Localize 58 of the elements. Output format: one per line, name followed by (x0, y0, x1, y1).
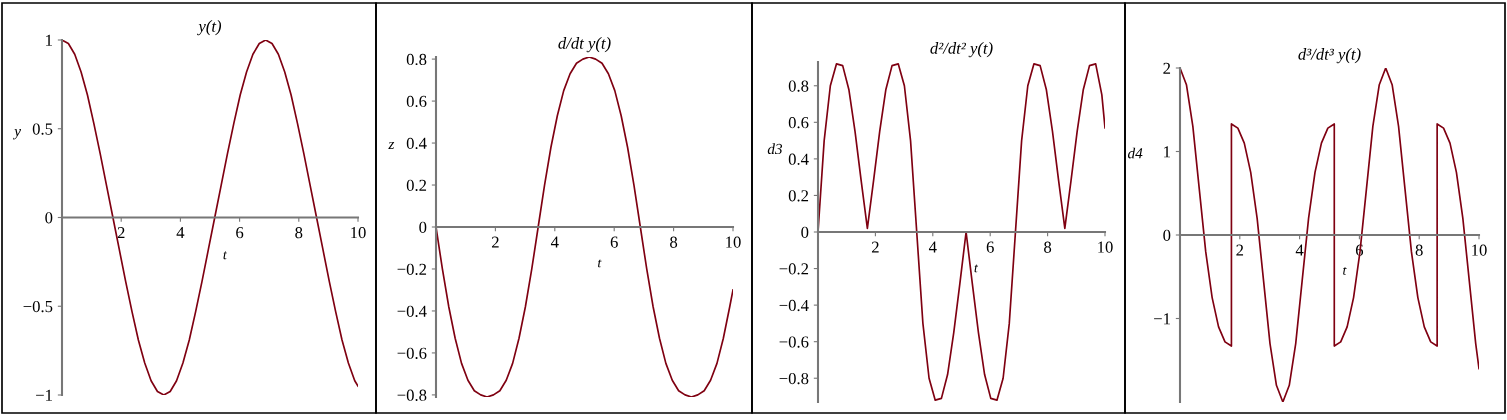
y-tick-label: −0.2 (779, 263, 809, 275)
y-tick-label: 0 (801, 226, 809, 238)
x-tick-label: 4 (176, 227, 185, 239)
x-tick-label: 6 (236, 227, 244, 239)
y-tick-label: 0.6 (788, 117, 809, 129)
x-tick-label: 10 (726, 236, 741, 248)
x-tick-label: 10 (1098, 241, 1113, 253)
x-tick-label: 2 (117, 227, 125, 239)
chart-title: d²/dt² y(t) (930, 42, 993, 58)
x-tick-label: 4 (550, 236, 559, 248)
y-tick-label: 1 (1164, 146, 1170, 158)
y-tick-label: 0 (419, 221, 427, 233)
x-tick-label: 4 (1295, 244, 1304, 256)
x-axis-title: t (1343, 266, 1347, 275)
x-tick-label: 6 (986, 241, 994, 253)
x-axis-title: t (223, 251, 228, 260)
y-tick-label: 1 (46, 34, 52, 46)
x-tick-label: 10 (351, 227, 366, 239)
x-tick-label: 2 (1236, 244, 1244, 256)
y-tick-label: 0.4 (788, 153, 809, 165)
y-tick-label: −0.2 (397, 263, 427, 275)
chart-title: y(t) (197, 20, 222, 36)
y-tick-label: 0 (45, 212, 53, 224)
y-tick-label: 0.6 (406, 95, 427, 108)
x-tick-label: 6 (610, 236, 618, 248)
x-tick-label: 10 (1472, 244, 1487, 256)
x-tick-label: 2 (871, 241, 879, 253)
chart-title: d/dt y(t) (558, 37, 611, 53)
x-axis-title: t (974, 264, 979, 273)
y-tick-label: −1 (36, 389, 52, 401)
y-tick-label: 0.8 (788, 80, 809, 92)
y-tick-label: 0.4 (406, 137, 427, 150)
y-tick-label: 0.8 (406, 53, 427, 66)
y-tick-label: −0.8 (779, 372, 809, 385)
y-tick-label: 0.5 (32, 123, 53, 135)
x-tick-label: 8 (1044, 241, 1052, 253)
y-axis-title: z (388, 141, 395, 149)
x-tick-label: 8 (1415, 244, 1423, 256)
y-tick-label: −0.6 (397, 347, 427, 359)
y-tick-label: −1 (1154, 313, 1170, 325)
y-tick-label: −0.8 (397, 389, 427, 401)
y-tick-label: −0.4 (397, 305, 427, 317)
x-tick-label: 4 (928, 241, 937, 253)
y-tick-label: 0 (1163, 229, 1171, 241)
x-tick-label: 8 (670, 236, 678, 248)
x-axis-title: t (598, 259, 602, 268)
chart-title: d³/dt³ y(t) (1298, 48, 1361, 64)
y-tick-label: −0.6 (779, 336, 809, 348)
x-tick-label: 8 (295, 227, 303, 239)
y-axis-title: y (12, 129, 21, 140)
y-tick-label: 0.2 (788, 190, 809, 202)
x-tick-label: 2 (491, 236, 499, 248)
y-axis-title: d4 (1127, 147, 1143, 159)
y-tick-label: −0.4 (779, 299, 809, 312)
y-tick-label: 2 (1163, 62, 1171, 74)
y-tick-label: 0.2 (406, 179, 427, 192)
y-tick-label: −0.5 (23, 300, 53, 313)
y-axis-title: d3 (767, 143, 783, 155)
